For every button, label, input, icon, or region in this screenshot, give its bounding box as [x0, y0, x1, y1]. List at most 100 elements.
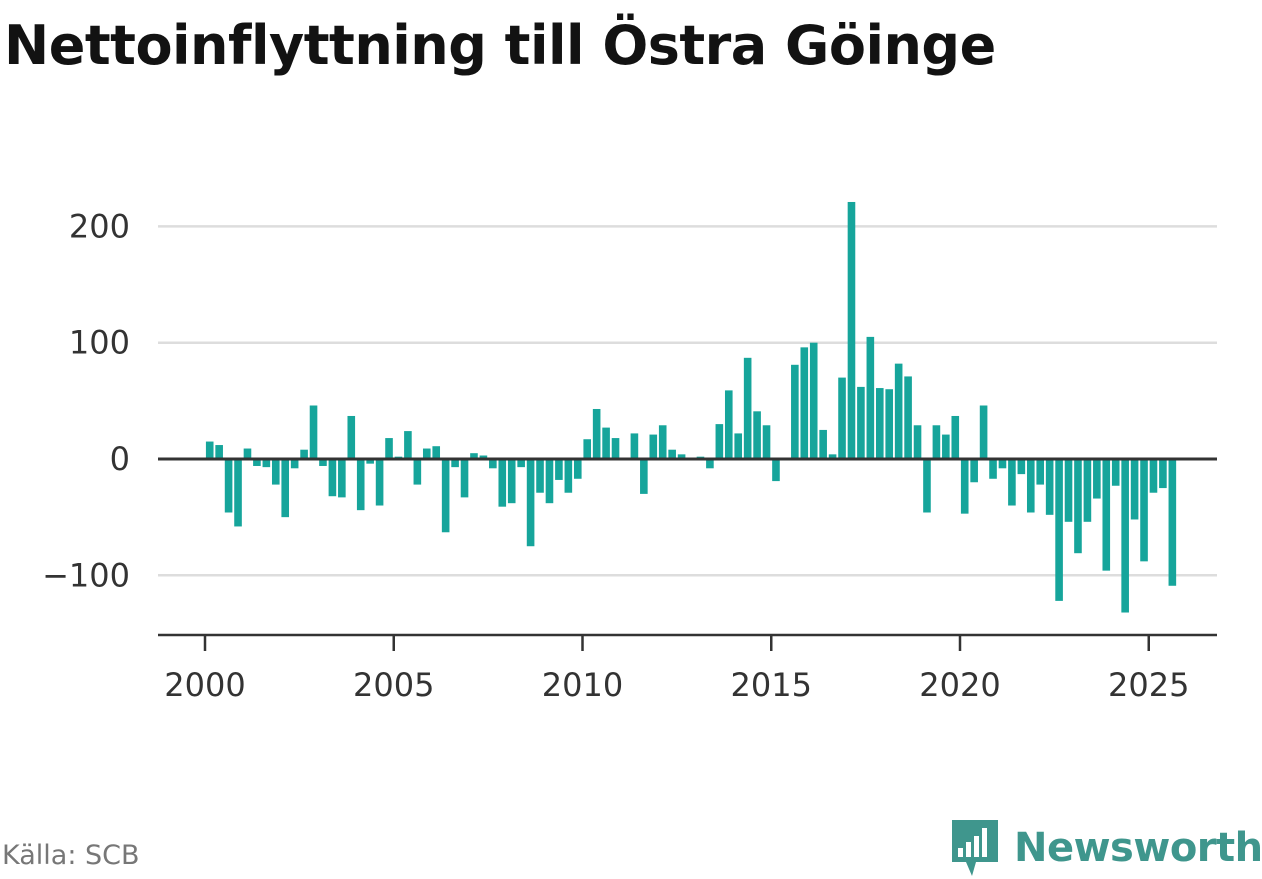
bar — [517, 459, 525, 468]
bar — [772, 459, 780, 482]
bar — [706, 459, 714, 469]
bar — [1045, 459, 1054, 515]
bar — [715, 424, 724, 459]
bar — [1093, 459, 1101, 499]
bar — [1111, 459, 1120, 486]
bar — [630, 433, 639, 459]
bar — [762, 425, 771, 459]
bar — [224, 459, 233, 513]
bar — [1074, 459, 1082, 554]
bar — [1008, 459, 1016, 506]
bar — [875, 388, 884, 459]
bar — [338, 459, 346, 498]
gridlines — [158, 225, 1217, 577]
bar — [838, 377, 846, 459]
bar — [215, 445, 223, 459]
x-tick-label: 2025 — [1108, 666, 1189, 704]
bar — [385, 438, 393, 459]
brand-name: Newsworthy — [1014, 825, 1262, 871]
bar — [1168, 459, 1177, 586]
bar — [290, 459, 299, 469]
bar — [847, 201, 856, 460]
bars — [205, 201, 1177, 613]
y-tick-label: 100 — [69, 324, 130, 362]
bar — [743, 357, 752, 459]
bar — [262, 459, 271, 468]
bar — [857, 386, 865, 459]
bar — [583, 439, 592, 459]
bar — [1083, 459, 1092, 522]
bar — [1026, 459, 1035, 513]
bar — [347, 415, 356, 459]
axes — [158, 457, 1217, 651]
bar — [960, 459, 969, 514]
bar — [640, 459, 648, 494]
bar — [432, 446, 441, 459]
bar — [923, 459, 931, 513]
bar — [507, 459, 516, 504]
source-note: Källa: SCB — [2, 840, 140, 871]
tick-labels: 200 100 0 −100 2000 2005 2010 2015 2020 2025 — [42, 207, 1189, 704]
bar — [800, 347, 809, 459]
bar — [441, 459, 450, 533]
bar — [375, 459, 384, 506]
bar — [564, 459, 573, 493]
bar — [913, 425, 922, 459]
bar — [479, 455, 488, 459]
bar — [470, 453, 478, 459]
bar — [271, 459, 280, 485]
x-tick-label: 2000 — [164, 666, 245, 704]
bar — [1130, 459, 1139, 520]
bar-chart-speech-bubble-icon — [952, 820, 998, 876]
bar — [809, 342, 818, 459]
bar — [1017, 459, 1026, 475]
bar — [649, 434, 658, 459]
bar — [366, 459, 374, 464]
bar — [828, 454, 837, 459]
x-tick-label: 2015 — [731, 666, 812, 704]
bar — [894, 363, 903, 459]
y-tick-label: 200 — [69, 207, 130, 245]
bar — [602, 427, 610, 459]
bar — [1121, 459, 1129, 613]
bar — [243, 448, 252, 459]
bar — [422, 448, 431, 459]
bar — [1140, 459, 1148, 562]
bar — [932, 425, 941, 459]
bar — [658, 425, 667, 459]
y-tick-label: −100 — [42, 556, 130, 594]
chart-title: Nettoinflyttning till Östra Göinge — [4, 14, 996, 77]
bar — [526, 459, 535, 547]
bar — [404, 431, 412, 459]
bar — [819, 429, 827, 459]
bar — [611, 438, 620, 459]
bar — [536, 459, 544, 493]
newsworthy-logo: Newsworthy — [950, 818, 1262, 878]
bar — [253, 459, 261, 466]
x-tick-label: 2020 — [919, 666, 1000, 704]
bar — [970, 459, 978, 483]
bar — [413, 459, 422, 485]
bar — [205, 441, 214, 459]
bar — [668, 449, 676, 459]
bar — [1102, 459, 1111, 571]
bar — [592, 408, 601, 459]
bar — [724, 390, 733, 459]
bar — [319, 459, 327, 466]
x-tick-label: 2010 — [542, 666, 623, 704]
bar — [356, 459, 365, 511]
bar — [1149, 459, 1158, 493]
x-tick-label: 2005 — [353, 666, 434, 704]
bar — [791, 364, 799, 459]
bar — [328, 459, 337, 497]
bar — [545, 459, 554, 504]
bar — [1036, 459, 1045, 485]
bar — [677, 454, 686, 459]
bar — [885, 389, 894, 459]
bar — [489, 459, 497, 469]
bar — [979, 405, 988, 459]
bar — [866, 336, 875, 459]
bar — [734, 433, 743, 459]
bar — [904, 376, 912, 459]
